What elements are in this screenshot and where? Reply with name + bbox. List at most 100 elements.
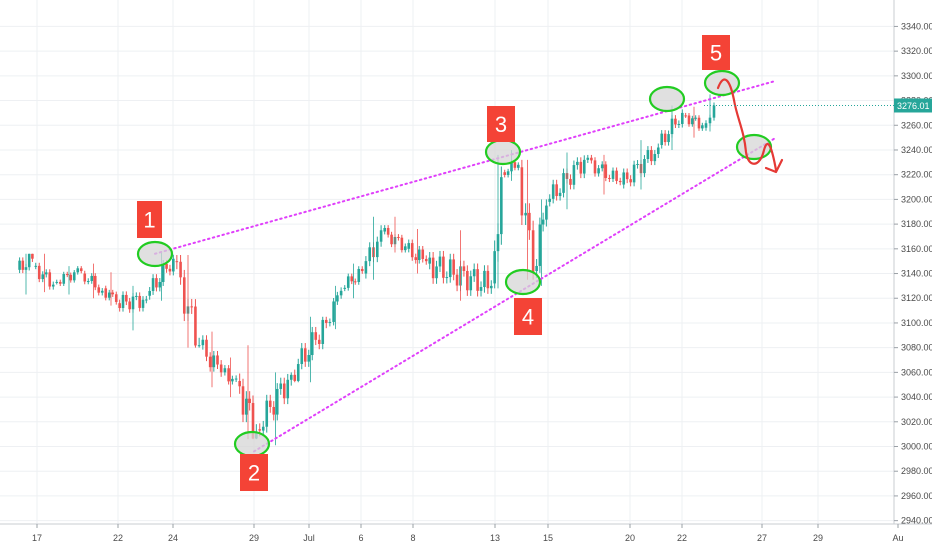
candle-body — [600, 164, 604, 169]
candle-body — [407, 243, 411, 249]
candle-body — [321, 319, 325, 344]
candle-body — [328, 321, 332, 323]
candle-body — [650, 150, 653, 162]
candle-body — [466, 270, 469, 291]
candle-body — [379, 230, 383, 242]
candle-body — [48, 272, 52, 287]
wave-marker-box-1 — [137, 201, 162, 238]
candle-body — [541, 219, 545, 225]
candle-body — [483, 270, 486, 288]
candle-body — [503, 172, 506, 175]
candle-body — [289, 374, 293, 380]
candle-body — [667, 134, 670, 143]
candle-body — [303, 348, 307, 362]
candle-body — [201, 339, 205, 346]
candle-body — [364, 261, 368, 274]
candle-body — [182, 277, 186, 314]
touch-ellipse-1 — [136, 240, 174, 268]
candle-body — [155, 278, 158, 288]
y-tick-label: 2960.00 — [901, 491, 932, 501]
candle-body — [31, 253, 34, 259]
candle-body — [307, 355, 311, 362]
x-tick-label: 15 — [543, 533, 553, 543]
candle-body — [343, 287, 347, 289]
candle-body — [317, 339, 321, 344]
y-tick-label: 3040.00 — [901, 392, 932, 402]
candle-body — [462, 266, 466, 271]
candle-body — [704, 123, 708, 128]
candle-body — [114, 294, 118, 302]
candle-body — [618, 180, 622, 183]
wave-marker-label-4: 4 — [522, 305, 534, 330]
candle-body — [248, 398, 251, 404]
x-tick-label: 29 — [813, 533, 823, 543]
candle-body — [158, 281, 162, 288]
x-tick-label: 22 — [113, 533, 123, 543]
candle-body — [622, 172, 626, 185]
candle-body — [223, 368, 227, 373]
candle-body — [469, 276, 473, 291]
candle-body — [161, 263, 165, 282]
candle-body — [452, 259, 455, 275]
x-tick-label: 24 — [168, 533, 178, 543]
candle-body — [286, 379, 290, 399]
candle-body — [282, 383, 286, 399]
candle-body — [646, 150, 650, 160]
wave-marker-label-5: 5 — [710, 41, 722, 66]
candle-body — [272, 406, 276, 415]
candle-body — [234, 378, 238, 380]
x-tick-label: 27 — [757, 533, 767, 543]
candle-body — [684, 115, 687, 117]
candle-body — [148, 290, 151, 296]
candle-body — [165, 263, 168, 269]
candle-body — [397, 236, 400, 238]
candle-body — [386, 227, 390, 235]
candle-body — [107, 292, 111, 298]
candle-body — [531, 230, 535, 274]
candle-body — [138, 295, 141, 308]
candle-body — [562, 173, 565, 193]
candle-body — [410, 243, 414, 258]
x-tick-label: Jul — [303, 533, 315, 543]
wave-marker-box-4 — [514, 298, 542, 335]
candle-body — [660, 133, 664, 146]
candle-body — [18, 260, 21, 270]
candle-body — [104, 288, 108, 298]
candle-body — [611, 170, 615, 179]
candle-body — [21, 260, 25, 270]
candle-body — [424, 258, 428, 262]
candle-body — [93, 275, 97, 288]
x-tick-label: 13 — [490, 533, 500, 543]
candle-body — [62, 274, 66, 284]
x-tick-label: 6 — [358, 533, 363, 543]
candle-body — [172, 258, 175, 272]
candle-body — [238, 381, 241, 387]
candle-body — [90, 275, 94, 282]
candle-body — [414, 257, 418, 261]
candle-body — [44, 272, 48, 275]
candle-body — [121, 294, 125, 309]
last-price-label: 3276.01 — [897, 101, 930, 111]
candle-body — [694, 117, 697, 119]
candle-body — [697, 117, 701, 129]
candle-body — [632, 164, 636, 183]
wave-marker-label-2: 2 — [248, 461, 260, 486]
x-tick-label: 29 — [249, 533, 259, 543]
candle-body — [145, 299, 148, 301]
candle-body — [438, 256, 442, 267]
candle-body — [324, 319, 328, 323]
candle-body — [489, 285, 493, 289]
candle-body — [615, 170, 618, 181]
candle-body — [445, 277, 449, 279]
y-tick-label: 3300.00 — [901, 71, 932, 81]
candle-body — [128, 301, 131, 310]
candle-body — [357, 268, 361, 282]
candle-body — [687, 115, 691, 125]
candle-body — [261, 426, 265, 431]
candle-body — [268, 400, 272, 407]
y-tick-label: 3100.00 — [901, 318, 932, 328]
candle-body — [636, 163, 639, 165]
touch-ellipse-2 — [233, 430, 271, 458]
wave-marker-label-3: 3 — [495, 112, 507, 137]
projection-arrow-head — [764, 158, 784, 174]
